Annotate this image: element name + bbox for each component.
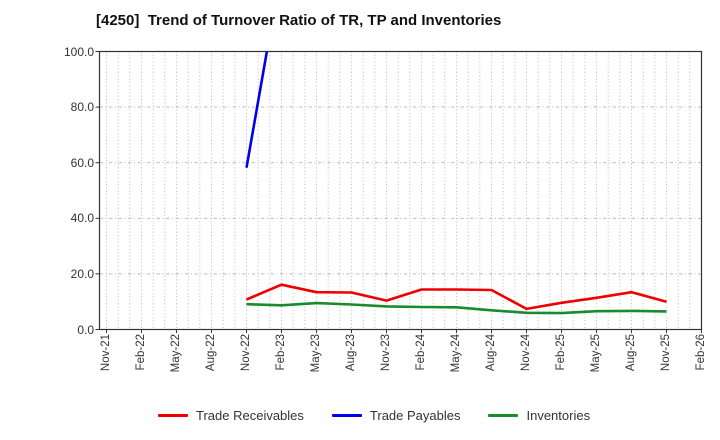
- y-tick-label: 100.0: [63, 44, 94, 59]
- legend-item-trade-payables: Trade Payables: [331, 407, 461, 423]
- x-tick-label: Aug-25: [624, 334, 637, 372]
- x-tick-label: May-22: [169, 334, 182, 373]
- x-tick-label: Nov-23: [379, 334, 392, 372]
- legend-swatch-trade-receivables: [158, 413, 188, 417]
- x-tick-label: Feb-25: [554, 334, 567, 371]
- x-tick-label: Aug-24: [484, 334, 497, 372]
- chart-title: [4250] Trend of Turnover Ratio of TR, TP…: [96, 12, 502, 29]
- y-tick-label: 80.0: [70, 100, 94, 115]
- legend-label-trade-payables: Trade Payables: [369, 407, 461, 423]
- x-tick-label: Feb-24: [414, 334, 427, 371]
- legend-label-trade-receivables: Trade Receivables: [196, 407, 304, 423]
- y-tick-label: 0.0: [77, 322, 94, 337]
- x-tick-label: Nov-24: [519, 334, 532, 372]
- x-tick-label: Aug-23: [344, 334, 357, 372]
- x-tick-label: Aug-22: [204, 334, 217, 372]
- y-tick-label: 40.0: [70, 211, 94, 226]
- x-tick-label: May-24: [449, 334, 462, 373]
- legend: Trade Receivables Trade Payables Invento…: [158, 404, 590, 426]
- legend-swatch-trade-payables: [331, 413, 362, 417]
- x-tick-label: Nov-25: [659, 334, 672, 372]
- legend-item-inventories: Inventories: [488, 408, 590, 423]
- legend-item-trade-receivables: Trade Receivables: [158, 408, 304, 423]
- legend-swatch-inventories: [488, 413, 519, 417]
- y-tick-label: 20.0: [70, 266, 94, 281]
- x-tick-label: Feb-23: [274, 334, 287, 371]
- y-tick-label: 60.0: [70, 155, 94, 170]
- x-tick-label: Nov-21: [99, 334, 112, 372]
- x-tick-label: May-25: [589, 334, 602, 373]
- x-tick-label: Feb-26: [694, 334, 707, 371]
- x-tick-label: Feb-22: [134, 334, 147, 371]
- x-tick-label: Nov-22: [239, 334, 252, 372]
- legend-label-inventories: Inventories: [526, 407, 591, 423]
- x-tick-label: May-23: [309, 334, 322, 373]
